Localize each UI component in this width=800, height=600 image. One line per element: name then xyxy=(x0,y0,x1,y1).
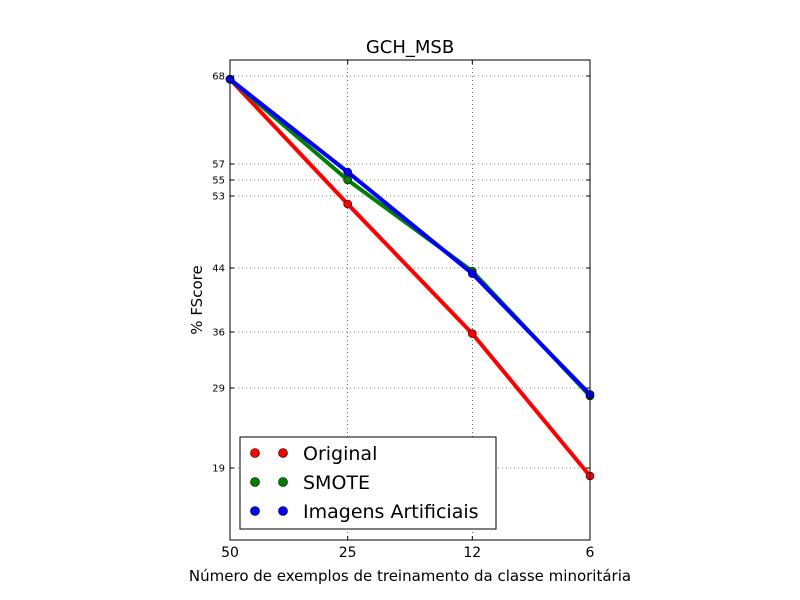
y-tick-label: 68 xyxy=(212,72,225,83)
y-tick-label: 19 xyxy=(212,464,225,475)
series-lines xyxy=(225,74,595,481)
y-axis-title: % FScore xyxy=(188,265,206,334)
legend-label: Original xyxy=(303,443,377,465)
y-tick-label: 53 xyxy=(212,192,225,203)
legend-marker xyxy=(278,448,288,458)
y-tick-label: 44 xyxy=(212,264,225,275)
x-tick-label: 6 xyxy=(586,545,595,561)
legend-marker xyxy=(250,448,260,458)
data-point-smote xyxy=(343,175,352,185)
x-tick-label: 25 xyxy=(339,545,357,561)
x-axis-title: Número de exemplos de treinamento da cla… xyxy=(189,567,631,585)
legend-marker xyxy=(250,477,260,487)
y-tick-label: 36 xyxy=(212,328,225,339)
data-point-imagens-artificiais xyxy=(343,167,352,177)
legend-label: Imagens Artificiais xyxy=(303,501,479,523)
legend: Original SMOTE Imagens Artificiais xyxy=(239,436,497,530)
y-tick-label: 55 xyxy=(212,176,225,187)
x-tick-label: 50 xyxy=(221,545,239,561)
series-line-original xyxy=(228,77,592,478)
data-point-original xyxy=(468,329,477,338)
y-tick-label: 57 xyxy=(212,160,225,171)
legend-marker xyxy=(250,506,260,516)
y-tick-label: 29 xyxy=(212,384,225,395)
legend-marker xyxy=(278,506,288,516)
series-line-imagens-artificiais xyxy=(228,77,592,396)
x-tick-label: 12 xyxy=(463,545,481,561)
chart-title: GCH_MSB xyxy=(366,37,454,58)
legend-entry-smote: SMOTE xyxy=(250,472,370,494)
legend-marker xyxy=(278,477,288,487)
data-point-original xyxy=(343,199,352,209)
legend-entry-imagens-artificiais: Imagens Artificiais xyxy=(250,501,479,523)
axis-ticks: 68 57 55 53 44 36 29 19 50 25 12 6 xyxy=(212,60,595,561)
plot-area-frame xyxy=(229,59,591,541)
data-point-imagens-artificiais xyxy=(468,269,477,278)
legend-label: SMOTE xyxy=(303,472,370,494)
legend-entry-original: Original xyxy=(250,443,377,465)
